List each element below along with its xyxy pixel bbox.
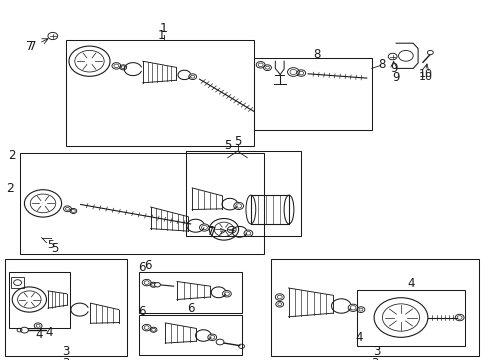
- Text: 5: 5: [223, 139, 231, 152]
- Text: 1: 1: [157, 29, 165, 42]
- Text: 6: 6: [144, 259, 152, 272]
- Text: 4: 4: [355, 331, 363, 344]
- Text: 6: 6: [186, 302, 194, 315]
- Bar: [5, 259, 127, 356]
- Circle shape: [427, 50, 432, 55]
- Text: 7: 7: [25, 40, 33, 53]
- Text: 3: 3: [372, 345, 380, 358]
- Bar: [185, 151, 300, 236]
- Text: 7: 7: [209, 226, 217, 239]
- Text: 9: 9: [391, 71, 399, 84]
- Bar: [139, 272, 242, 313]
- Text: 10: 10: [418, 72, 431, 82]
- Text: 6: 6: [138, 261, 145, 274]
- Circle shape: [216, 339, 224, 345]
- Text: 4: 4: [45, 327, 53, 339]
- Bar: [139, 315, 242, 355]
- Bar: [11, 277, 24, 288]
- Text: 2: 2: [8, 149, 16, 162]
- Bar: [356, 290, 464, 346]
- Text: 7: 7: [29, 40, 37, 53]
- Text: 5: 5: [233, 135, 241, 148]
- Text: 10: 10: [418, 69, 431, 79]
- Text: 4: 4: [36, 328, 43, 341]
- Bar: [20, 153, 264, 254]
- Bar: [250, 195, 288, 224]
- Text: 8: 8: [378, 58, 386, 71]
- Text: 3: 3: [62, 345, 70, 358]
- Text: 9: 9: [389, 62, 397, 75]
- Circle shape: [154, 283, 160, 287]
- Text: 3: 3: [62, 357, 70, 360]
- Bar: [254, 58, 371, 130]
- Text: 5: 5: [51, 242, 59, 255]
- Circle shape: [20, 327, 28, 333]
- Text: 4: 4: [406, 277, 414, 290]
- Text: 5: 5: [47, 240, 54, 250]
- Text: 8: 8: [312, 48, 320, 61]
- Text: 2: 2: [6, 182, 14, 195]
- Bar: [66, 40, 254, 146]
- Text: 6: 6: [138, 305, 145, 318]
- Text: 3: 3: [371, 357, 378, 360]
- Bar: [271, 259, 478, 356]
- Bar: [9, 272, 70, 328]
- Text: 1: 1: [160, 22, 167, 35]
- Text: 7: 7: [206, 225, 214, 238]
